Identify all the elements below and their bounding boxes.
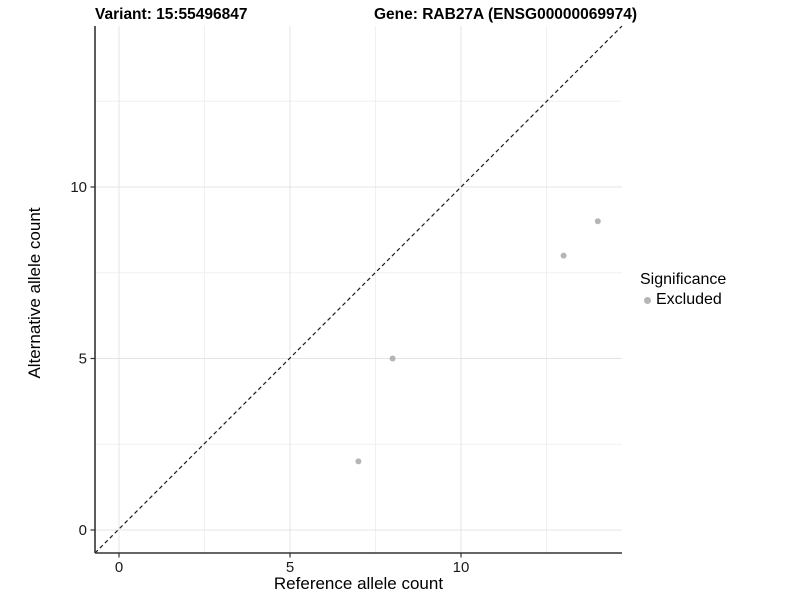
legend-item-excluded: Excluded bbox=[640, 291, 726, 309]
y-tick-label: 10 bbox=[70, 179, 87, 196]
x-tick-label: 5 bbox=[286, 559, 294, 576]
x-axis-title: Reference allele count bbox=[273, 574, 444, 593]
legend-point-icon bbox=[644, 296, 651, 304]
legend: Significance Excluded bbox=[640, 271, 726, 309]
y-tick-label: 5 bbox=[79, 351, 87, 368]
legend-item-label: Excluded bbox=[656, 291, 722, 308]
x-tick-label: 10 bbox=[453, 559, 470, 576]
identity-reference-line bbox=[94, 25, 623, 554]
data-point bbox=[560, 252, 567, 259]
y-tick-label: 0 bbox=[79, 522, 87, 539]
variant-title: Variant: 15:55496847 bbox=[95, 6, 248, 23]
y-axis-title: Alternative allele count bbox=[25, 207, 44, 379]
data-point bbox=[355, 458, 362, 465]
data-point bbox=[389, 355, 396, 362]
x-tick-label: 0 bbox=[115, 559, 123, 576]
data-point bbox=[594, 218, 601, 225]
legend-title: Significance bbox=[640, 271, 727, 288]
gene-title: Gene: RAB27A (ENSG00000069974) bbox=[374, 6, 638, 23]
